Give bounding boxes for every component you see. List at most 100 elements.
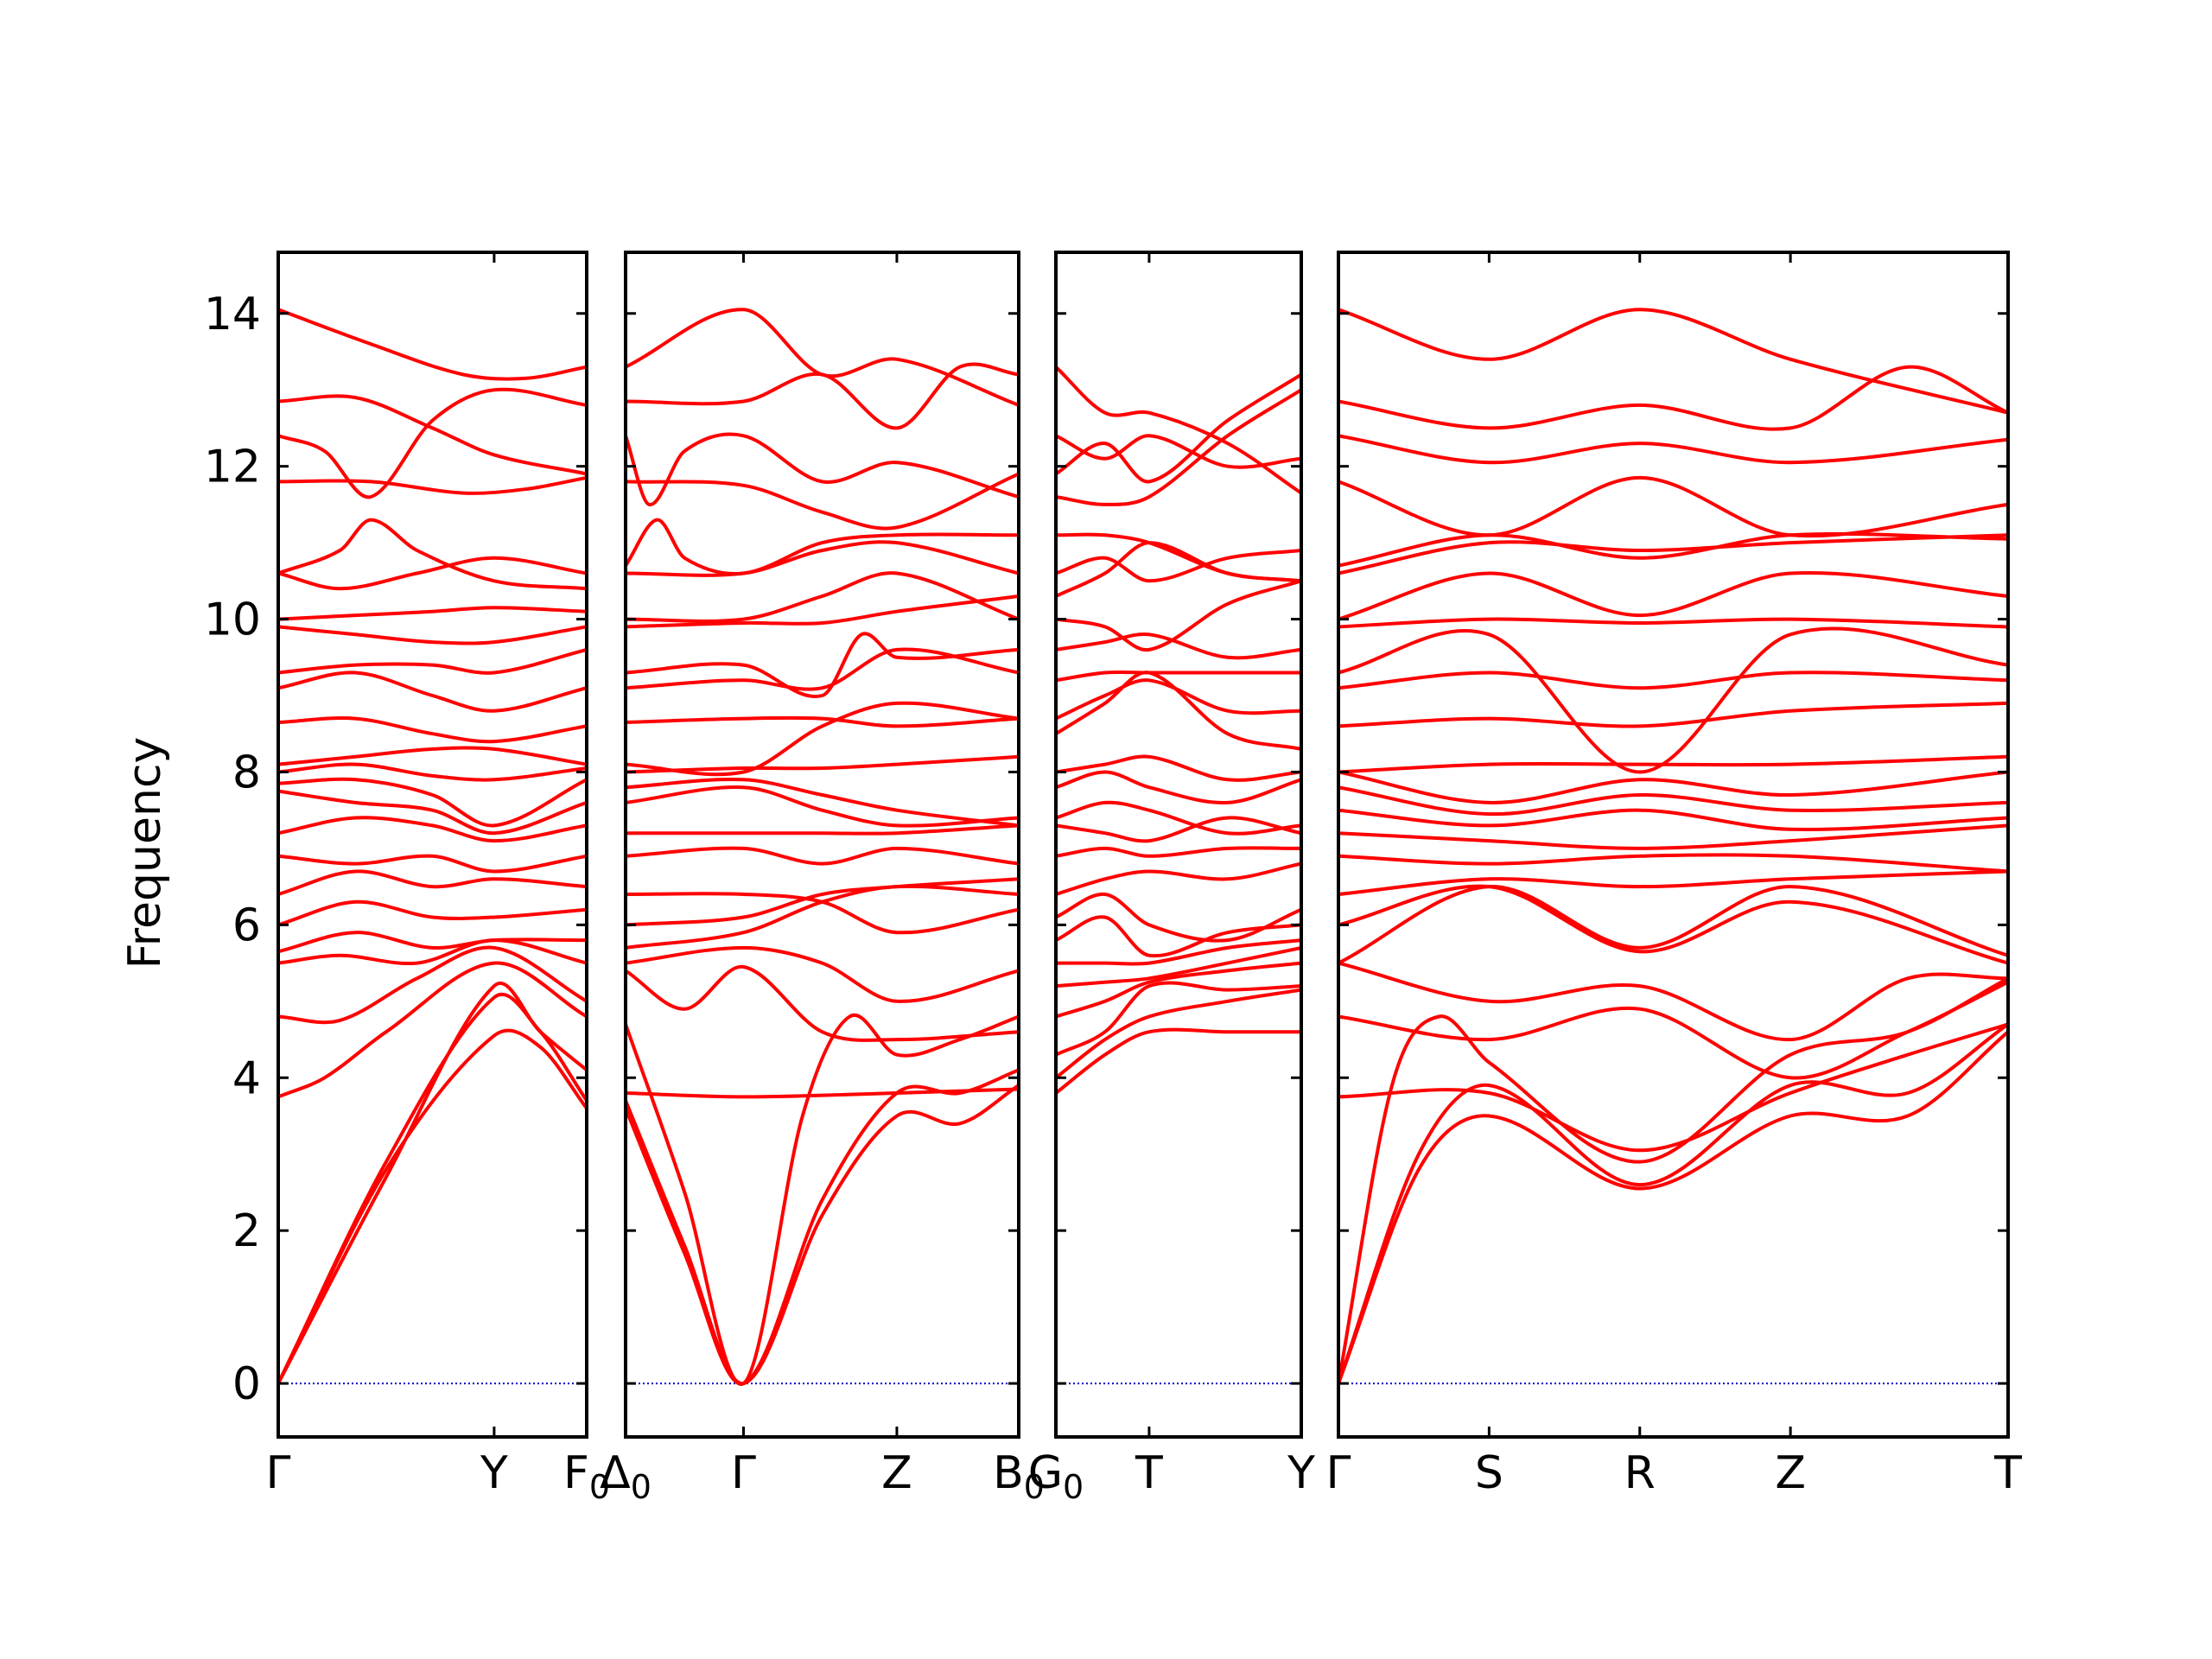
panel-4-band-23 xyxy=(1338,475,2008,538)
panel-2-band-4 xyxy=(626,1087,1019,1099)
y-tick-labels: 0 2 4 6 8 10 12 14 xyxy=(204,289,261,1410)
y-tick-label: 12 xyxy=(204,442,261,493)
y-tick-label: 2 xyxy=(232,1205,261,1257)
panel-1-band-6 xyxy=(278,938,587,966)
panel-4-xtick-label: Z xyxy=(1775,1447,1806,1499)
panel-4-bands xyxy=(1338,308,2008,1384)
panel-2-band-19 xyxy=(626,594,1019,629)
panel-1-band-3 xyxy=(278,982,587,1385)
panel-1-band-14 xyxy=(278,762,587,782)
panel-3-band-12 xyxy=(1056,800,1301,836)
y-tick-label: 6 xyxy=(232,899,261,951)
panel-2-band-22 xyxy=(626,518,1019,576)
panel-3-band-4 xyxy=(1056,961,1301,1019)
panel-1: Γ Y F0 xyxy=(266,251,610,1506)
y-tick-label: 14 xyxy=(204,289,261,340)
panel-4-band-5 xyxy=(1338,980,2008,1080)
panel-1-band-10 xyxy=(278,854,587,874)
panel-1-band-25 xyxy=(278,394,587,476)
panel-3-band-1 xyxy=(1056,1027,1301,1095)
panel-3-xtick-label: G0 xyxy=(1028,1447,1084,1506)
panel-1-frame xyxy=(276,251,588,1439)
panel-1-band-11 xyxy=(278,816,587,843)
panel-3-band-20 xyxy=(1056,541,1301,598)
panel-3-band-7 xyxy=(1056,915,1301,958)
y-tick-label: 4 xyxy=(232,1052,261,1104)
panel-2-band-17 xyxy=(626,647,1019,691)
panel-4-band-2 xyxy=(1338,1022,2008,1384)
panel-3-band-17 xyxy=(1056,670,1301,683)
y-tick-label: 10 xyxy=(204,594,261,646)
panel-2: Δ0 Γ Z B0 xyxy=(600,251,1045,1506)
panel-1-band-19 xyxy=(278,625,587,645)
panel-1-band-13 xyxy=(278,777,587,828)
panel-3-band-9 xyxy=(1056,861,1301,896)
panel-4-band-4 xyxy=(1338,1022,2008,1153)
panel-1-bands xyxy=(278,308,587,1385)
panel-3-band-25 xyxy=(1056,434,1301,469)
panel-3-bands xyxy=(1056,365,1301,1095)
panel-1-band-16 xyxy=(278,716,587,744)
panel-3-band-15 xyxy=(1056,671,1301,751)
panel-2-band-15 xyxy=(626,701,1019,777)
panel-2-band-20 xyxy=(626,571,1019,623)
panel-3-band-18 xyxy=(1056,632,1301,660)
panel-2-frame xyxy=(624,251,1020,1439)
panel-1-band-17 xyxy=(278,671,587,713)
panel-2-xtick-label: Z xyxy=(881,1447,912,1499)
panel-4-band-21 xyxy=(1338,533,2008,575)
panel-2-band-12 xyxy=(626,785,1019,828)
panel-4-band-15 xyxy=(1338,754,2008,774)
panel-1-band-9 xyxy=(278,869,587,896)
panel-3-band-2 xyxy=(1056,988,1301,1079)
panel-4-band-19 xyxy=(1338,617,2008,629)
panel-4-band-7 xyxy=(1338,885,2008,965)
panel-3-band-21 xyxy=(1056,549,1301,583)
panel-4-band-12 xyxy=(1338,808,2008,831)
panel-1-band-4 xyxy=(278,961,587,1099)
panel-4-band-11 xyxy=(1338,823,2008,850)
panel-1-band-7 xyxy=(278,931,587,954)
panel-1-band-18 xyxy=(278,647,587,675)
panel-2-band-8 xyxy=(626,877,1019,927)
panel-4-band-17 xyxy=(1338,671,2008,690)
panel-2-xtick-label: B0 xyxy=(993,1447,1045,1506)
panel-4-band-25 xyxy=(1338,365,2008,431)
panel-2-band-6 xyxy=(626,945,1019,1003)
panel-3-band-5 xyxy=(1056,945,1301,988)
panel-1-band-5 xyxy=(278,945,587,1025)
panel-3-band-13 xyxy=(1056,770,1301,804)
panel-4-band-6 xyxy=(1338,961,2008,1042)
panel-4-band-18 xyxy=(1338,626,2008,774)
panel-4-band-1 xyxy=(1338,1030,2008,1384)
panel-2-xtick-label: Γ xyxy=(731,1447,756,1499)
panel-4-band-14 xyxy=(1338,770,2008,804)
panel-1-band-2 xyxy=(278,992,587,1384)
panel-1-xtick-label: Γ xyxy=(266,1447,291,1499)
panel-4-band-22 xyxy=(1338,531,2008,568)
panel-1-band-21 xyxy=(278,556,587,591)
panel-4-xtick-label: R xyxy=(1624,1447,1656,1499)
panel-4-xtick-label: Γ xyxy=(1326,1447,1351,1499)
panel-2-band-26 xyxy=(626,308,1019,407)
panel-4-frame xyxy=(1337,251,2010,1439)
panel-3-band-8 xyxy=(1056,892,1301,943)
panel-2-band-11 xyxy=(626,823,1019,836)
panel-4-band-20 xyxy=(1338,570,2008,621)
panel-2-band-13 xyxy=(626,778,1019,828)
panel-1-band-20 xyxy=(278,606,587,621)
panel-2-band-25 xyxy=(626,362,1019,430)
panel-2-band-21 xyxy=(626,540,1019,577)
panel-3: G0 T Y xyxy=(1028,251,1315,1506)
panel-4-band-13 xyxy=(1338,785,2008,817)
y-tick-label: 8 xyxy=(232,747,261,798)
panel-4-band-24 xyxy=(1338,434,2008,465)
panel-3-band-26 xyxy=(1056,365,1301,495)
panel-2-band-2 xyxy=(626,1068,1019,1386)
panel-2-band-3 xyxy=(626,1013,1019,1386)
panel-3-band-14 xyxy=(1056,754,1301,782)
panel-1-band-24 xyxy=(278,387,587,499)
panel-2-bands xyxy=(626,308,1019,1386)
panel-3-xtick-label: Y xyxy=(1287,1447,1315,1499)
